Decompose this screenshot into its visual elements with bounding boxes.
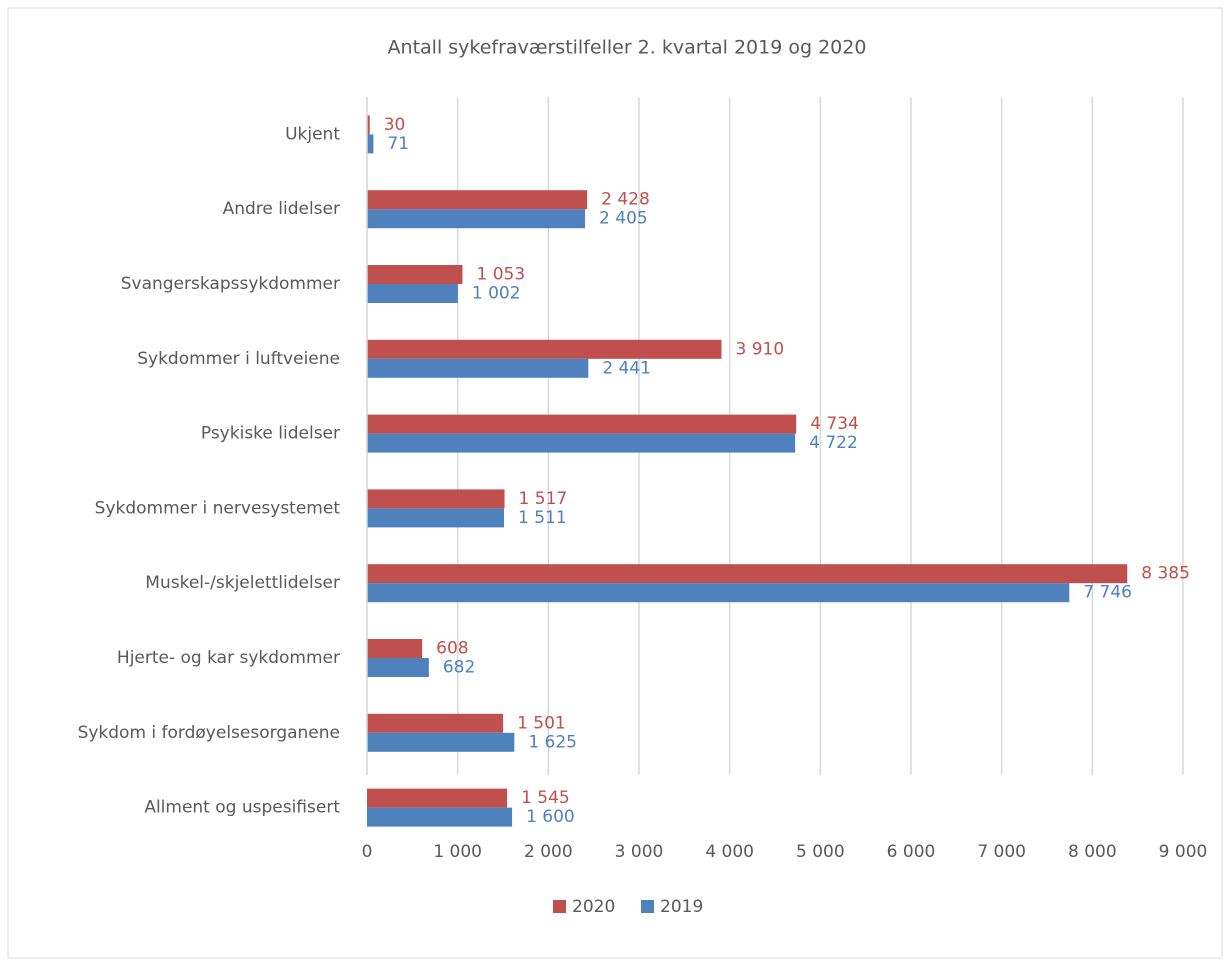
bar (367, 807, 513, 827)
data-label: 8 385 (1141, 564, 1190, 584)
data-label: 1 600 (526, 807, 575, 827)
legend-swatch (553, 900, 566, 913)
bar (367, 489, 505, 509)
x-tick-label: 9 000 (1159, 842, 1208, 862)
y-tick-label: Ukjent (285, 124, 340, 144)
bar (367, 358, 589, 378)
x-tick-label: 4 000 (705, 842, 754, 862)
data-label: 71 (387, 134, 409, 154)
data-label: 1 625 (528, 732, 577, 752)
y-tick-label: Psykiske lidelser (201, 424, 340, 444)
x-tick-label: 8 000 (1068, 842, 1117, 862)
data-label: 2 405 (599, 209, 648, 229)
y-tick-label: Allment og uspesifisert (144, 798, 340, 818)
bar (367, 209, 586, 229)
x-tick-label: 6 000 (887, 842, 936, 862)
bar (367, 732, 515, 752)
data-label: 3 910 (736, 339, 785, 359)
bar (367, 284, 458, 303)
data-label: 1 053 (476, 265, 525, 285)
data-label: 682 (443, 658, 475, 678)
bar (367, 190, 588, 210)
data-label: 608 (436, 639, 468, 659)
data-label: 1 545 (521, 788, 570, 808)
y-tick-label: Sykdom i fordøyelsesorganene (78, 723, 340, 743)
y-tick-label: Sykdommer i luftveiene (137, 349, 340, 369)
bar (367, 433, 796, 453)
y-tick-label: Andre lidelser (223, 199, 340, 219)
x-tick-label: 5 000 (796, 842, 845, 862)
legend-label: 2020 (572, 897, 615, 917)
data-label: 1 517 (519, 489, 568, 509)
chart-title: Antall sykefraværstilfeller 2. kvartal 2… (388, 37, 867, 59)
x-tick-label: 7 000 (977, 842, 1026, 862)
bar (367, 658, 429, 677)
y-tick-label: Muskel-/skjelettlidelser (145, 573, 340, 593)
legend-swatch (641, 900, 654, 913)
data-label: 4 734 (810, 414, 859, 434)
x-tick-label: 3 000 (615, 842, 664, 862)
bar (367, 713, 504, 733)
data-label: 1 501 (517, 713, 566, 733)
bar (367, 265, 463, 284)
chart-border (7, 7, 1223, 959)
data-label: 7 746 (1083, 583, 1132, 603)
data-label: 1 511 (518, 508, 567, 528)
y-tick-label: Sykdommer i nervesystemet (95, 498, 341, 518)
bar (367, 639, 423, 658)
data-label: 30 (384, 115, 406, 135)
x-tick-label: 1 000 (433, 842, 482, 862)
bar (367, 115, 370, 135)
bar (367, 564, 1128, 584)
data-label: 2 441 (602, 358, 651, 378)
bar (367, 583, 1070, 603)
bar (367, 788, 508, 808)
bar (367, 414, 797, 434)
x-tick-label: 2 000 (524, 842, 573, 862)
data-label: 1 002 (472, 284, 521, 304)
data-label: 2 428 (601, 190, 650, 210)
bar (367, 339, 722, 359)
bar (367, 508, 504, 528)
data-label: 4 722 (809, 433, 858, 453)
bar (367, 134, 374, 154)
x-tick-label: 0 (362, 842, 373, 862)
y-tick-label: Hjerte- og kar sykdommer (117, 648, 340, 668)
legend-label: 2019 (660, 897, 703, 917)
y-tick-label: Svangerskapssykdommer (121, 274, 340, 294)
